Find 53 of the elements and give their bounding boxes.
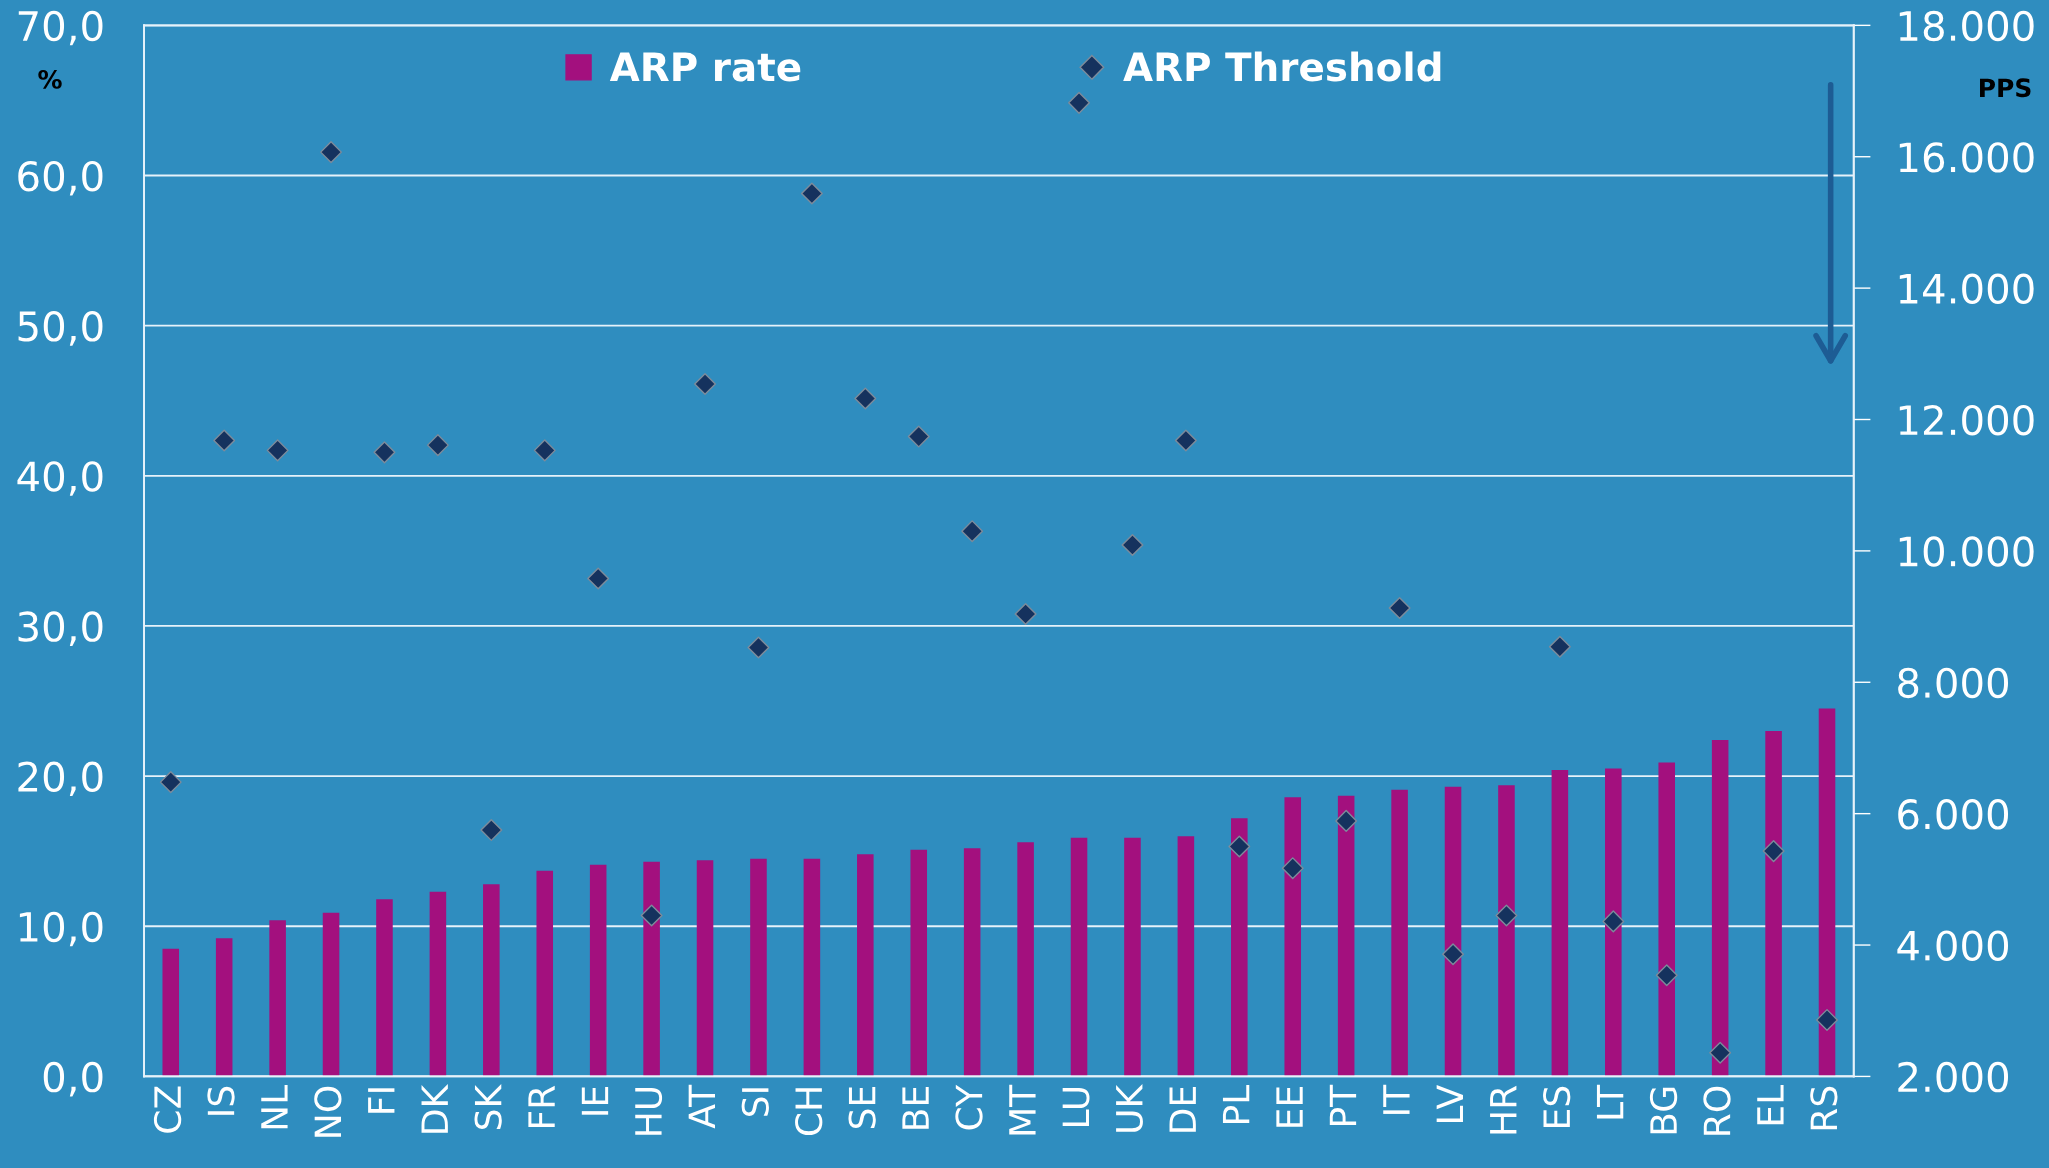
x-tick-label: RO bbox=[1703, 1086, 1731, 1135]
y2-tick-label: 12.000 bbox=[1899, 404, 2034, 436]
y-tick-label: 60,0 bbox=[18, 160, 103, 196]
x-tick-label: CH bbox=[795, 1088, 823, 1136]
y-tick-label: 40,0 bbox=[17, 461, 103, 496]
x-tick-label: PT bbox=[1329, 1084, 1357, 1126]
x-tick-label: SK bbox=[474, 1084, 502, 1129]
x-tick-label: MT bbox=[1009, 1084, 1036, 1135]
y2-tick-label: 6.000 bbox=[1898, 799, 2009, 830]
y2-tick-label: 10.000 bbox=[1899, 536, 2034, 567]
x-tick-label: CZ bbox=[153, 1086, 182, 1133]
x-tick-label: IT bbox=[1383, 1084, 1410, 1114]
x-tick-label: BE bbox=[902, 1087, 929, 1129]
x-tick-label: AT bbox=[688, 1084, 715, 1129]
y2-tick-label: 4.000 bbox=[1897, 930, 2009, 961]
y-tick-label: 50,0 bbox=[18, 311, 103, 346]
x-tick-label: DK bbox=[421, 1084, 448, 1133]
x-tick-label: FI bbox=[368, 1088, 395, 1113]
y2-axis-title: PPS bbox=[1980, 78, 2031, 98]
x-tick-label: NL bbox=[261, 1084, 288, 1129]
x-tick-label: ES bbox=[1543, 1086, 1571, 1127]
x-tick-label: DE bbox=[1169, 1087, 1196, 1132]
x-tick-label: IS bbox=[207, 1086, 235, 1115]
x-tick-label: IE bbox=[581, 1087, 609, 1115]
y2-tick-label: 16.000 bbox=[1899, 142, 2034, 173]
x-tick-label: EE bbox=[1276, 1087, 1303, 1127]
y2-tick-label: 14.000 bbox=[1899, 273, 2034, 304]
y-tick-label: 10,0 bbox=[19, 911, 103, 947]
legend-label: ARP rate bbox=[609, 52, 801, 82]
y-tick-label: 20,0 bbox=[18, 761, 103, 797]
x-tick-label: EL bbox=[1757, 1084, 1784, 1125]
y2-tick-label: 18.000 bbox=[1899, 10, 2034, 42]
x-tick-label: LT bbox=[1596, 1084, 1624, 1119]
x-tick-label: HU bbox=[635, 1087, 663, 1135]
x-tick-label: LV bbox=[1436, 1085, 1463, 1123]
x-tick-label: FR bbox=[528, 1085, 555, 1128]
x-tick-label: LU bbox=[1062, 1087, 1090, 1126]
x-tick-label: UK bbox=[1116, 1084, 1143, 1132]
x-tick-label: SE bbox=[848, 1087, 876, 1129]
x-tick-label: PL bbox=[1222, 1084, 1250, 1124]
y-tick-label: 70,0 bbox=[18, 10, 103, 46]
legend-label: ARP Threshold bbox=[1123, 51, 1441, 82]
y-tick-label: 30,0 bbox=[18, 611, 103, 646]
y-axis-title: % bbox=[38, 69, 62, 89]
y2-tick-label: 2.000 bbox=[1898, 1061, 2009, 1093]
x-tick-label: NO bbox=[314, 1086, 342, 1137]
x-tick-label: HR bbox=[1490, 1085, 1517, 1134]
y-tick-label: 0,0 bbox=[43, 1061, 103, 1097]
y2-tick-label: 8.000 bbox=[1898, 667, 2009, 699]
x-tick-label: BG bbox=[1649, 1087, 1678, 1134]
x-tick-label: CY bbox=[955, 1084, 983, 1130]
x-tick-label: SI bbox=[741, 1088, 769, 1116]
x-tick-label: RS bbox=[1810, 1086, 1838, 1130]
